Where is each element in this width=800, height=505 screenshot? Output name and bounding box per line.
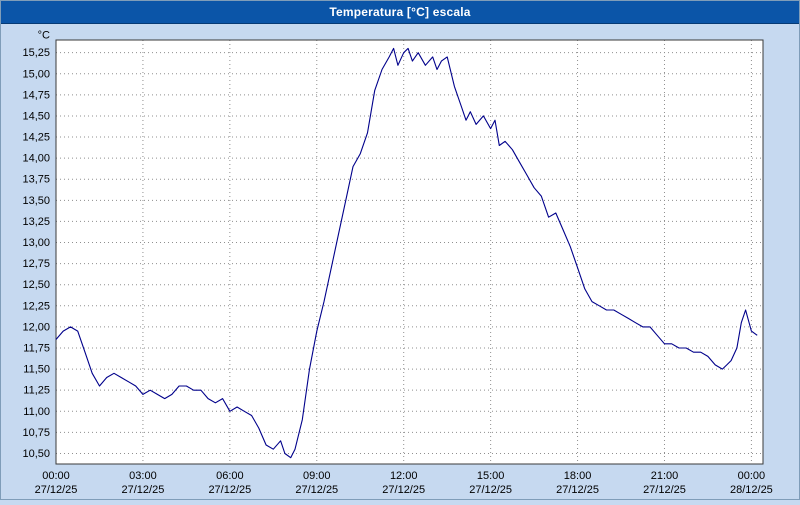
- x-tick-time: 15:00: [477, 470, 505, 482]
- x-tick-date: 27/12/25: [556, 484, 599, 496]
- x-tick-time: 00:00: [738, 470, 766, 482]
- x-tick-date: 27/12/25: [122, 484, 165, 496]
- x-tick-date: 27/12/25: [208, 484, 251, 496]
- x-tick-date: 27/12/25: [643, 484, 686, 496]
- page-title: Temperatura [°C] escala: [329, 5, 471, 19]
- y-tick-label: 13,00: [22, 237, 50, 249]
- x-tick-time: 18:00: [564, 470, 592, 482]
- y-tick-label: 11,50: [23, 364, 50, 376]
- x-tick-time: 06:00: [216, 470, 244, 482]
- y-tick-label: 11,25: [23, 385, 50, 397]
- y-tick-label: 12,50: [22, 279, 50, 291]
- temperature-line: [55, 47, 758, 459]
- y-tick-label: 12,00: [22, 321, 50, 333]
- plot-border: [55, 39, 764, 465]
- chart-area: 15,25 15,00 14,75 14,50 14,25 14,00 13,75 13,50…: [1, 24, 800, 500]
- y-tick-label: 10,50: [22, 448, 50, 460]
- y-tick-label: 15,25: [22, 47, 50, 59]
- title-bar: Temperatura [°C] escala: [1, 1, 799, 24]
- plot-background: [56, 40, 763, 464]
- x-tick-time: 12:00: [390, 470, 418, 482]
- x-tick-date: 27/12/25: [35, 484, 78, 496]
- x-tick-time: 03:00: [129, 470, 157, 482]
- x-tick-time: 00:00: [42, 470, 70, 482]
- x-tick-date: 27/12/25: [295, 484, 338, 496]
- y-tick-label: 13,50: [22, 195, 50, 207]
- y-tick-label: 14,25: [22, 132, 50, 144]
- y-axis-unit-label: °C: [38, 30, 50, 42]
- temperature-chart: 15,25 15,00 14,75 14,50 14,25 14,00 13,75 13,50…: [22, 30, 773, 496]
- y-tick-label: 10,75: [22, 427, 50, 439]
- y-tick-label: 14,50: [22, 110, 50, 122]
- x-tick-time: 09:00: [303, 470, 331, 482]
- y-tick-label: 11,75: [23, 342, 50, 354]
- y-tick-label: 11,00: [23, 406, 50, 418]
- x-tick-date: 28/12/25: [730, 484, 773, 496]
- x-tick-date: 27/12/25: [469, 484, 512, 496]
- x-tick-date: 27/12/25: [382, 484, 425, 496]
- x-tick-time: 21:00: [651, 470, 679, 482]
- y-tick-label: 14,00: [22, 153, 50, 165]
- y-tick-label: 13,75: [22, 174, 50, 186]
- y-tick-label: 14,75: [22, 89, 50, 101]
- y-tick-label: 15,00: [22, 68, 50, 80]
- y-tick-label: 12,25: [22, 300, 50, 312]
- y-tick-label: 12,75: [22, 258, 50, 270]
- y-tick-label: 13,25: [22, 216, 50, 228]
